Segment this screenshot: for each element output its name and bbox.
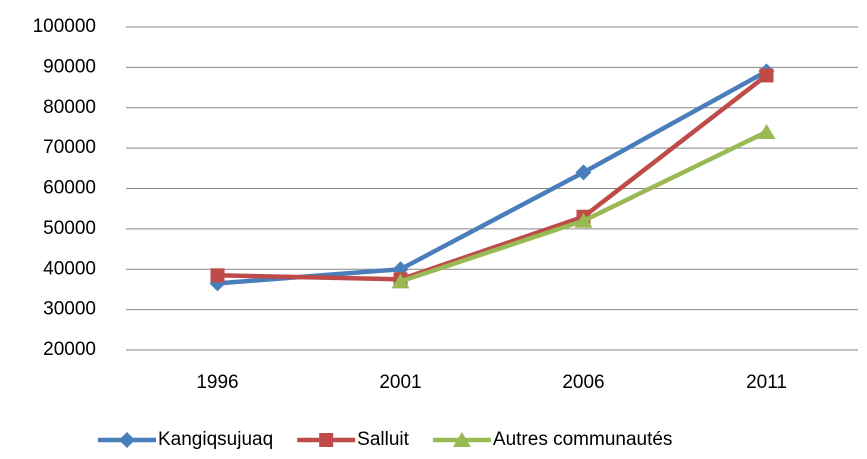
- y-tick-label: 80000: [43, 97, 96, 118]
- y-tick-label: 20000: [43, 339, 96, 360]
- y-tick-label: 70000: [43, 137, 96, 158]
- y-tick-label: 30000: [43, 299, 96, 320]
- legend-label: Salluit: [357, 429, 409, 450]
- marker: [319, 433, 334, 447]
- legend-label: Kangiqsujuaq: [158, 429, 273, 450]
- y-tick-label: 50000: [43, 218, 96, 239]
- marker: [210, 268, 225, 283]
- x-tick-label: 2006: [562, 372, 604, 393]
- marker: [119, 432, 135, 448]
- series-line: [217, 73, 768, 282]
- x-tick-label: 1996: [196, 372, 238, 393]
- x-tick-label: 2011: [746, 372, 787, 393]
- y-tick-label: 40000: [43, 258, 96, 279]
- marker: [575, 164, 592, 181]
- marker: [574, 212, 593, 228]
- legend-label: Autres communautés: [493, 429, 673, 450]
- marker: [452, 432, 471, 447]
- y-tick-label: 90000: [43, 56, 96, 77]
- marker: [759, 68, 774, 83]
- marker: [391, 273, 410, 289]
- y-tick-label: 60000: [43, 178, 96, 199]
- y-tick-label: 100000: [33, 16, 96, 37]
- x-tick-label: 2001: [379, 372, 421, 393]
- marker: [757, 123, 776, 139]
